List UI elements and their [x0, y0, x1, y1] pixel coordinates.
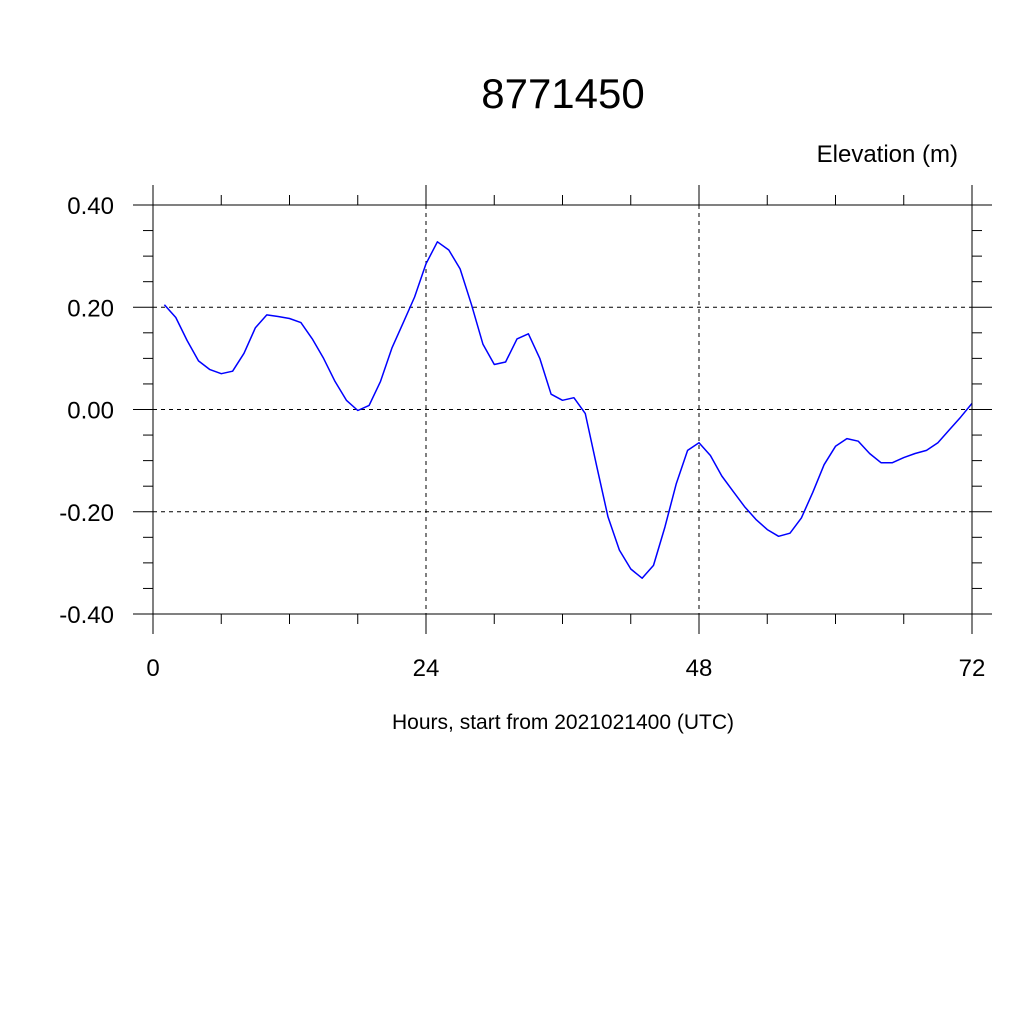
x-tick-label: 72 [959, 655, 986, 682]
x-tick-label: 24 [413, 655, 440, 682]
chart-title: 8771450 [481, 70, 645, 117]
y-tick-label: 0.40 [67, 193, 114, 220]
series-layer [163, 241, 973, 579]
plot-frame [152, 204, 973, 615]
y-tick-label: -0.20 [59, 500, 114, 527]
axis-ticks [133, 185, 992, 634]
y-tick-label: 0.00 [67, 398, 114, 425]
x-tick-label: 0 [146, 655, 159, 682]
x-tick-label: 48 [686, 655, 713, 682]
y-tick-label: 0.20 [67, 295, 114, 322]
y-axis-label: Elevation (m) [817, 141, 958, 168]
grid [152, 204, 973, 615]
y-tick-label: -0.40 [59, 602, 114, 629]
series-line [163, 241, 973, 579]
x-axis-label: Hours, start from 2021021400 (UTC) [392, 711, 734, 734]
tick-labels: 0 24 48 72 0.40 0.20 0.00 -0.20 -0.40 [59, 193, 985, 682]
